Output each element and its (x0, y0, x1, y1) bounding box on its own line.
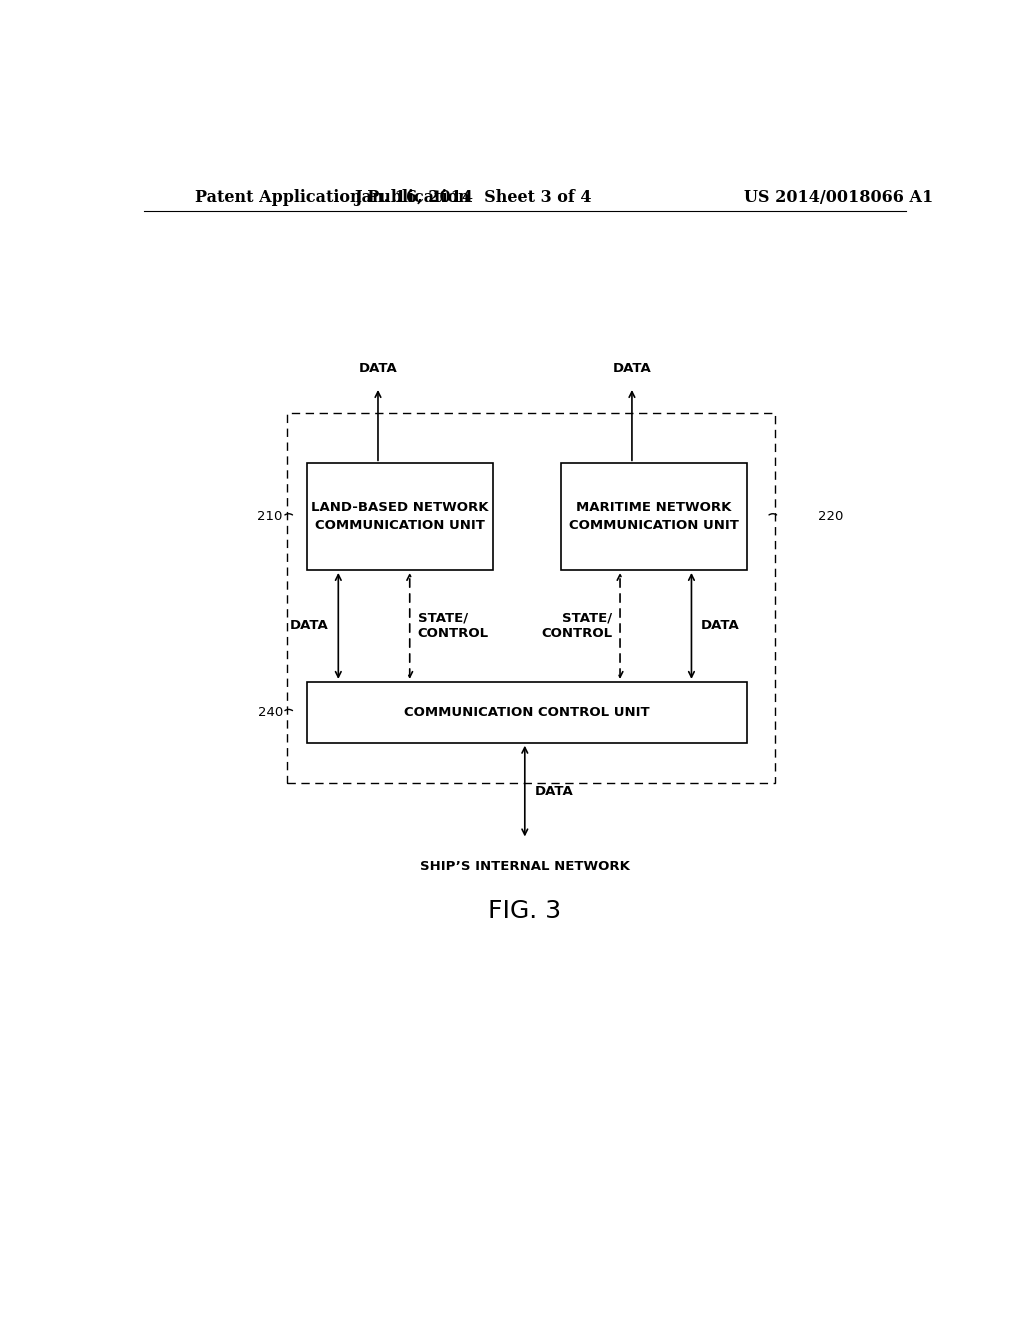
Text: DATA: DATA (535, 784, 573, 797)
Text: DATA: DATA (612, 362, 651, 375)
Text: LAND-BASED NETWORK
COMMUNICATION UNIT: LAND-BASED NETWORK COMMUNICATION UNIT (311, 502, 488, 532)
Bar (287, 413, 775, 784)
Bar (560, 463, 748, 570)
Text: DATA: DATA (701, 619, 739, 632)
Text: MARITIME NETWORK
COMMUNICATION UNIT: MARITIME NETWORK COMMUNICATION UNIT (568, 502, 738, 532)
Text: Patent Application Publication: Patent Application Publication (196, 189, 470, 206)
Text: Jan. 16, 2014  Sheet 3 of 4: Jan. 16, 2014 Sheet 3 of 4 (354, 189, 592, 206)
Text: STATE/
CONTROL: STATE/ CONTROL (418, 611, 488, 640)
Text: SHIP’S INTERNAL NETWORK: SHIP’S INTERNAL NETWORK (420, 859, 630, 873)
Text: STATE/
CONTROL: STATE/ CONTROL (541, 611, 612, 640)
Text: 210: 210 (257, 511, 283, 523)
Text: DATA: DATA (290, 619, 329, 632)
Text: 240: 240 (257, 706, 283, 719)
Text: 220: 220 (818, 511, 844, 523)
Text: FIG. 3: FIG. 3 (488, 899, 561, 923)
Bar (306, 463, 494, 570)
Text: US 2014/0018066 A1: US 2014/0018066 A1 (743, 189, 933, 206)
Text: COMMUNICATION CONTROL UNIT: COMMUNICATION CONTROL UNIT (404, 706, 649, 719)
Text: DATA: DATA (358, 362, 397, 375)
Bar (306, 682, 748, 743)
